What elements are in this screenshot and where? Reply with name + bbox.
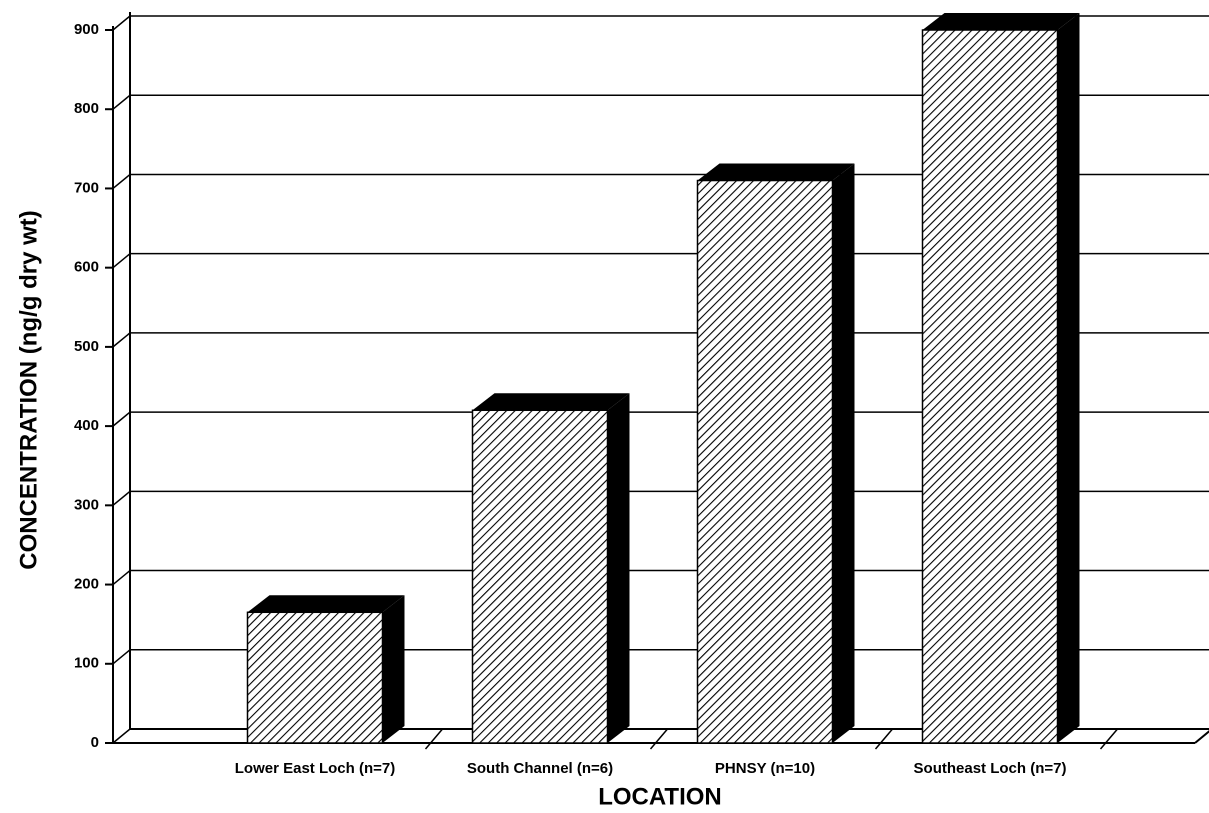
bar-top bbox=[247, 595, 405, 613]
x-tick-label: PHNSY (n=10) bbox=[715, 760, 815, 777]
floor-right bbox=[1194, 730, 1209, 744]
bar-side bbox=[832, 163, 855, 743]
depth-line bbox=[112, 15, 131, 31]
depth-line bbox=[112, 332, 131, 348]
depth-line bbox=[112, 569, 131, 586]
bar bbox=[246, 611, 384, 744]
y-tick-label: 600 bbox=[74, 259, 99, 276]
y-tick-label: 300 bbox=[74, 496, 99, 513]
depth-line bbox=[112, 94, 131, 110]
bar-side bbox=[607, 393, 630, 743]
depth-line bbox=[112, 649, 131, 665]
y-tick-label: 200 bbox=[74, 576, 99, 593]
depth-line bbox=[112, 411, 131, 427]
bar-top bbox=[697, 163, 855, 181]
x-tick-label: Lower East Loch (n=7) bbox=[235, 760, 395, 777]
depth-line bbox=[112, 173, 131, 190]
x-tick-label: Southeast Loch (n=7) bbox=[914, 760, 1067, 777]
category-divider bbox=[424, 728, 444, 750]
bar-side bbox=[382, 595, 405, 743]
category-divider bbox=[649, 728, 669, 750]
x-tick-label: South Channel (n=6) bbox=[467, 760, 613, 777]
bar bbox=[471, 409, 609, 744]
y-tick-label: 500 bbox=[74, 338, 99, 355]
bar bbox=[696, 179, 834, 744]
bar bbox=[921, 29, 1059, 744]
category-divider bbox=[1099, 728, 1119, 750]
depth-line bbox=[112, 490, 131, 506]
y-tick-label: 0 bbox=[91, 734, 99, 751]
y-tick-label: 800 bbox=[74, 100, 99, 117]
bar-side bbox=[1057, 13, 1080, 743]
category-divider bbox=[874, 728, 894, 750]
y-tick-label: 100 bbox=[74, 655, 99, 672]
depth-line bbox=[112, 253, 131, 269]
y-axis-title: CONCENTRATION (ng/g dry wt) bbox=[15, 210, 42, 570]
x-axis-title: LOCATION bbox=[598, 783, 722, 810]
y-tick-label: 400 bbox=[74, 417, 99, 434]
depth-line bbox=[112, 728, 131, 744]
y-tick-label: 900 bbox=[74, 21, 99, 38]
bar-top bbox=[472, 393, 630, 411]
y-tick-label: 700 bbox=[74, 179, 99, 196]
bar-top bbox=[922, 13, 1080, 30]
